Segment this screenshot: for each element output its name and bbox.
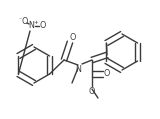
Text: O: O bbox=[89, 87, 95, 96]
Text: N: N bbox=[75, 65, 81, 74]
Text: O: O bbox=[40, 22, 46, 30]
Text: N: N bbox=[28, 22, 34, 30]
Text: O: O bbox=[104, 69, 110, 79]
Text: ⁻: ⁻ bbox=[18, 18, 22, 23]
Text: +: + bbox=[34, 20, 38, 25]
Text: O: O bbox=[70, 34, 76, 42]
Text: O: O bbox=[22, 17, 28, 27]
